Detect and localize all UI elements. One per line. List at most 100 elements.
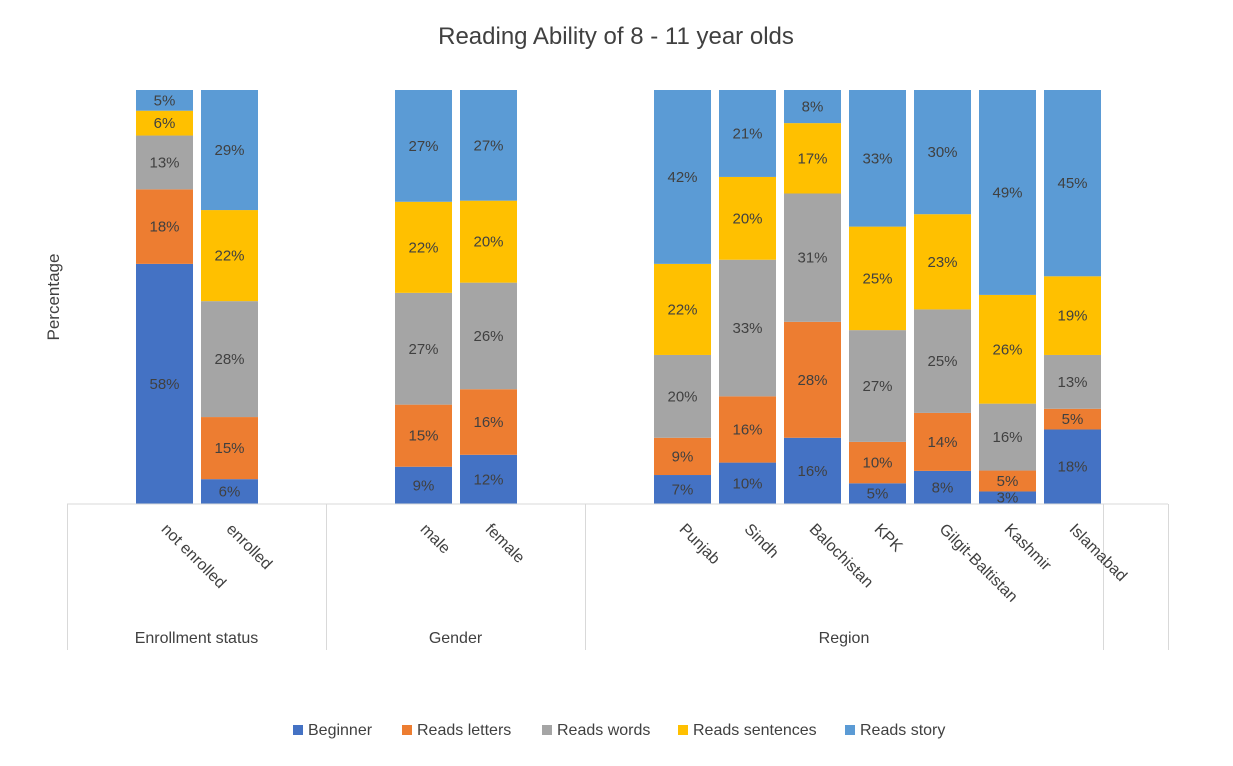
bar-enrolled-reads-words (201, 301, 258, 418)
bar-kashmir-reads-letters (979, 470, 1036, 492)
bar-not-enrolled-reads-story (136, 90, 193, 111)
data-label-balochistan-reads-sentences: 17% (797, 150, 827, 167)
data-label-enrolled-reads-words: 28% (214, 351, 244, 368)
bar-gilgit-baltistan-reads-sentences (914, 214, 971, 310)
legend-label-reads-letters: Reads letters (417, 722, 511, 739)
bar-sindh-reads-letters (719, 396, 776, 463)
data-label-gilgit-baltistan-beginner: 8% (932, 479, 954, 496)
data-label-enrolled-reads-sentences: 22% (214, 248, 244, 265)
bar-islamabad-reads-story (1044, 90, 1101, 277)
bar-punjab-reads-letters (654, 437, 711, 476)
bar-enrolled-reads-letters (201, 417, 258, 480)
data-label-not-enrolled-reads-words: 13% (149, 154, 179, 171)
legend-item-reads-story: Reads story (845, 722, 945, 739)
legend-swatch-reads-letters (402, 725, 412, 735)
bar-female-beginner (460, 454, 517, 504)
bar-enrolled-reads-sentences (201, 210, 258, 302)
data-label-islamabad-beginner: 18% (1057, 459, 1087, 476)
data-label-male-reads-letters: 15% (408, 428, 438, 445)
data-label-female-reads-words: 26% (473, 328, 503, 345)
bar-not-enrolled-reads-words (136, 135, 193, 190)
group-label-gender: Gender (429, 630, 483, 647)
data-label-balochistan-reads-letters: 28% (797, 372, 827, 389)
data-label-balochistan-reads-words: 31% (797, 250, 827, 267)
data-label-enrolled-reads-letters: 15% (214, 440, 244, 457)
bar-kpk-reads-story (849, 90, 906, 227)
data-label-gilgit-baltistan-reads-story: 30% (927, 144, 957, 161)
bar-gilgit-baltistan-reads-letters (914, 412, 971, 471)
data-label-gilgit-baltistan-reads-letters: 14% (927, 434, 957, 451)
legend-item-beginner: Beginner (293, 722, 373, 739)
data-label-punjab-reads-story: 42% (667, 169, 697, 186)
bar-sindh-reads-words (719, 259, 776, 397)
data-label-enrolled-beginner: 6% (219, 484, 241, 501)
bar-female-reads-words (460, 282, 517, 390)
bar-kpk-reads-sentences (849, 226, 906, 331)
data-label-kashmir-reads-words: 16% (992, 429, 1022, 446)
bar-balochistan-reads-letters (784, 321, 841, 438)
group-label-region: Region (819, 630, 870, 647)
bar-male-beginner (395, 466, 452, 504)
bar-gilgit-baltistan-reads-words (914, 309, 971, 413)
category-label-punjab: Punjab (676, 521, 723, 568)
bar-female-reads-sentences (460, 200, 517, 283)
data-label-punjab-reads-sentences: 22% (667, 301, 697, 318)
data-label-not-enrolled-reads-story: 5% (154, 92, 176, 109)
data-label-enrolled-reads-story: 29% (214, 142, 244, 159)
bar-sindh-beginner (719, 462, 776, 504)
category-label-balochistan: Balochistan (806, 521, 877, 592)
data-label-kpk-reads-story: 33% (862, 150, 892, 167)
data-label-kashmir-beginner: 3% (997, 490, 1019, 507)
data-label-sindh-reads-letters: 16% (732, 421, 762, 438)
category-label-female: female (482, 521, 528, 567)
data-label-female-reads-letters: 16% (473, 414, 503, 431)
legend-swatch-reads-words (542, 725, 552, 735)
bar-kashmir-beginner (979, 491, 1036, 504)
bar-not-enrolled-reads-sentences (136, 110, 193, 136)
data-label-not-enrolled-reads-letters: 18% (149, 219, 179, 236)
bar-punjab-reads-sentences (654, 263, 711, 355)
data-label-balochistan-reads-story: 8% (802, 99, 824, 116)
bar-male-reads-letters (395, 404, 452, 467)
legend: Beginner Reads letters Reads words Reads se… (293, 722, 945, 739)
data-label-kashmir-reads-sentences: 26% (992, 341, 1022, 358)
category-label-not-enrolled: not enrolled (158, 521, 229, 592)
bar-islamabad-reads-words (1044, 354, 1101, 409)
bar-gilgit-baltistan-beginner (914, 470, 971, 504)
bar-punjab-reads-words (654, 354, 711, 438)
data-label-kpk-reads-letters: 10% (862, 455, 892, 472)
bar-kashmir-reads-story (979, 90, 1036, 295)
data-label-male-reads-sentences: 22% (408, 239, 438, 256)
category-label-kashmir: Kashmir (1001, 521, 1055, 575)
y-axis-title: Percentage (44, 254, 63, 341)
bar-gilgit-baltistan-reads-story (914, 90, 971, 215)
bar-enrolled-beginner (201, 479, 258, 504)
data-label-sindh-reads-sentences: 20% (732, 210, 762, 227)
data-label-punjab-beginner: 7% (672, 482, 694, 499)
data-label-not-enrolled-beginner: 58% (149, 376, 179, 393)
legend-swatch-reads-story (845, 725, 855, 735)
bar-kashmir-reads-words (979, 403, 1036, 471)
legend-label-reads-words: Reads words (557, 722, 650, 739)
data-label-kashmir-reads-letters: 5% (997, 473, 1019, 490)
bar-balochistan-beginner (784, 437, 841, 504)
bar-not-enrolled-reads-letters (136, 189, 193, 264)
data-label-male-reads-words: 27% (408, 341, 438, 358)
data-label-punjab-reads-words: 20% (667, 388, 697, 405)
bar-punjab-beginner (654, 475, 711, 504)
bar-balochistan-reads-words (784, 193, 841, 322)
bar-kpk-reads-letters (849, 441, 906, 484)
bar-punjab-reads-story (654, 90, 711, 264)
data-label-sindh-beginner: 10% (732, 475, 762, 492)
legend-item-reads-words: Reads words (542, 722, 650, 739)
data-label-kpk-beginner: 5% (867, 486, 889, 503)
bar-enrolled-reads-story (201, 90, 258, 211)
data-label-not-enrolled-reads-sentences: 6% (154, 115, 176, 132)
data-label-kpk-reads-sentences: 25% (862, 270, 892, 287)
data-label-islamabad-reads-letters: 5% (1062, 411, 1084, 428)
bar-female-reads-letters (460, 389, 517, 455)
bar-not-enrolled-beginner (136, 263, 193, 504)
legend-item-reads-letters: Reads letters (402, 722, 511, 739)
